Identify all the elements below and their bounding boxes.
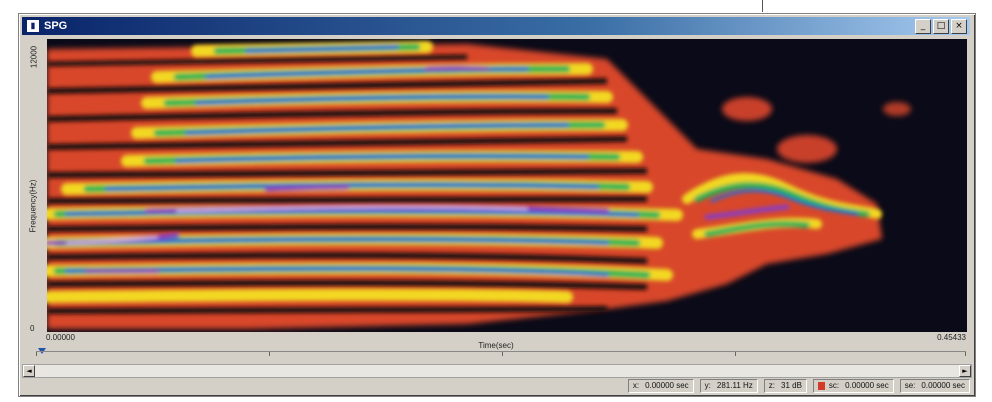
status-se-label: se: <box>904 381 916 390</box>
close-button[interactable]: × <box>951 19 967 34</box>
spectrogram-window: ▮ SPG _ □ × 12000 Frequency(Hz) 0 <box>18 13 976 397</box>
status-z-field: z: 31 dB <box>763 378 807 393</box>
status-x-field: x: 0.00000 sec <box>627 378 694 393</box>
x-axis-label: Time(sec) <box>478 341 514 350</box>
status-sc-label: sc: <box>828 381 840 390</box>
status-y-field: y: 281.11 Hz <box>699 378 758 393</box>
status-sc-field: sc: 0.00000 sec <box>812 378 894 393</box>
status-bar: x: 0.00000 sec y: 281.11 Hz z: 31 dB sc:… <box>22 378 970 393</box>
status-z-label: z: <box>768 381 775 390</box>
status-x-label: x: <box>632 381 640 390</box>
title-bar[interactable]: ▮ SPG _ □ × <box>22 17 970 35</box>
external-tick-mark <box>762 0 763 12</box>
status-x-value: 0.00000 sec <box>645 381 689 390</box>
time-ruler[interactable] <box>36 351 966 362</box>
status-y-label: y: <box>704 381 711 390</box>
plot-area: 12000 Frequency(Hz) 0 <box>22 36 970 368</box>
status-z-value: 31 dB <box>781 381 802 390</box>
spectrogram-canvas[interactable] <box>47 39 967 332</box>
y-axis-label: Frequency(Hz) <box>28 179 38 233</box>
spectrogram-app-icon[interactable]: ▮ <box>26 19 40 33</box>
spectrogram-image <box>47 39 967 332</box>
scroll-right-button[interactable]: ► <box>959 365 971 377</box>
status-y-value: 281.11 Hz <box>716 381 753 390</box>
status-se-value: 0.00000 sec <box>921 381 965 390</box>
x-axis-right-tick: 0.45433 <box>937 333 966 342</box>
x-axis-left-tick: 0.00000 <box>46 333 75 342</box>
window-title: SPG <box>44 20 68 32</box>
status-sc-value: 0.00000 sec <box>845 381 889 390</box>
maximize-button[interactable]: □ <box>933 19 949 34</box>
scroll-left-button[interactable]: ◄ <box>23 365 35 377</box>
window-controls: _ □ × <box>915 19 967 34</box>
minimize-button[interactable]: _ <box>915 19 931 34</box>
horizontal-scrollbar[interactable]: ◄ ► <box>22 364 972 378</box>
status-se-field: se: 0.00000 sec <box>899 378 970 393</box>
selection-color-icon <box>817 381 825 390</box>
y-axis-bottom-tick: 0 <box>30 324 35 333</box>
